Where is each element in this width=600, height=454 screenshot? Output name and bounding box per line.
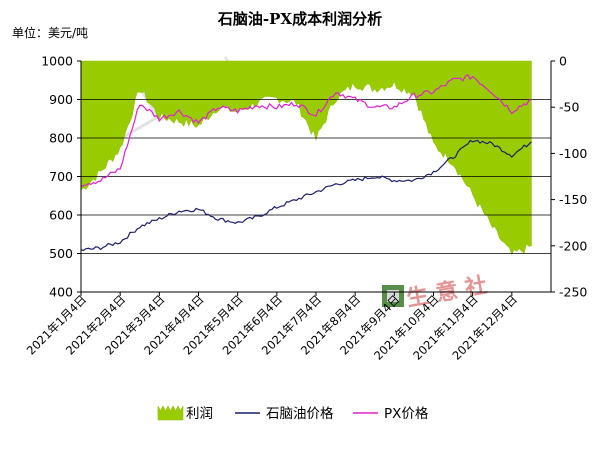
legend-swatch-profit-shape (157, 405, 184, 421)
left-tick-label-900: 900 (49, 92, 73, 107)
unit-label: 单位：美元/吨 (12, 25, 88, 40)
legend-swatch-profit (157, 405, 184, 421)
right-tick-label--100: -100 (559, 146, 587, 161)
left-tick-label-400: 400 (49, 285, 73, 300)
right-tick-label--200: -200 (559, 238, 587, 253)
left-tick-label-600: 600 (49, 208, 73, 223)
left-tick-label-800: 800 (49, 131, 73, 146)
plot-area (80, 60, 551, 256)
right-tick-label--250: -250 (559, 285, 587, 300)
left-tick-label-700: 700 (49, 169, 73, 184)
legend-label-profit: 利润 (186, 406, 213, 422)
legend: 利润 石脑油价格 PX价格 (157, 405, 429, 422)
chart-title: 石脑油-PX成本利润分析 (217, 10, 382, 28)
right-tick-label--50: -50 (559, 100, 579, 115)
right-tick-label-0: 0 (559, 54, 567, 69)
left-tick-label-1000: 1000 (41, 54, 73, 69)
series-line-naphtha (80, 139, 532, 252)
series-line-px (80, 73, 532, 188)
right-tick-label--150: -150 (559, 192, 587, 207)
legend-label-naphtha: 石脑油价格 (266, 406, 334, 422)
left-tick-label-500: 500 (49, 246, 73, 261)
legend-label-px: PX价格 (384, 406, 429, 422)
profit-area (80, 60, 532, 256)
